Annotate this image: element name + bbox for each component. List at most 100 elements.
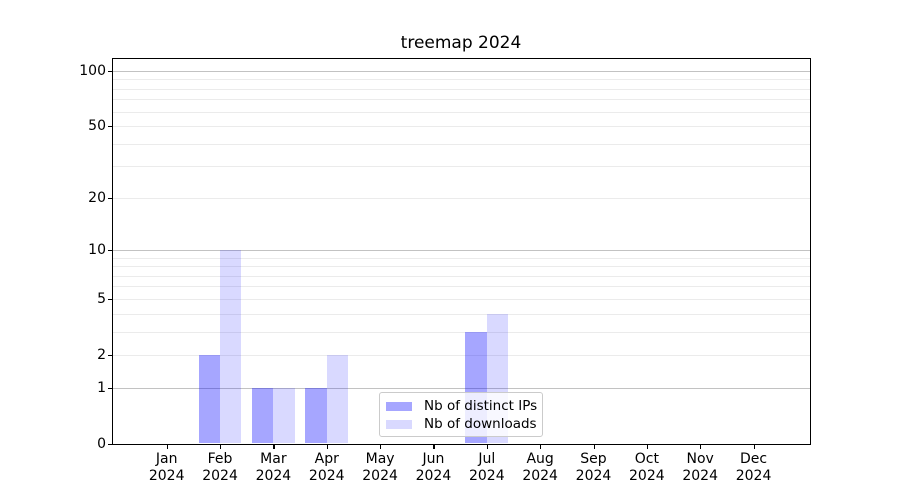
y-gridline-minor bbox=[113, 266, 810, 268]
x-tick-label: Jun 2024 bbox=[393, 451, 473, 485]
x-tick-label: May 2024 bbox=[340, 451, 420, 485]
plot-area bbox=[113, 59, 810, 444]
x-tick-mark bbox=[166, 444, 168, 449]
y-tick-label: 50 bbox=[88, 118, 106, 135]
y-tick-label: 20 bbox=[88, 189, 106, 206]
x-tick-mark bbox=[326, 444, 328, 449]
x-tick-year: 2024 bbox=[148, 468, 185, 484]
x-tick-label: Oct 2024 bbox=[607, 451, 687, 485]
x-tick-month: Dec bbox=[740, 451, 768, 467]
bar-downloads-mar bbox=[273, 387, 295, 444]
y-tick-mark bbox=[108, 126, 113, 128]
x-tick-year: 2024 bbox=[682, 468, 718, 484]
y-tick-mark bbox=[108, 387, 113, 389]
y-gridline-minor bbox=[113, 331, 810, 333]
bar-downloads-apr bbox=[326, 354, 349, 444]
y-gridline-major bbox=[113, 387, 810, 389]
x-tick-label: Dec 2024 bbox=[714, 451, 794, 485]
x-tick-month: May bbox=[365, 451, 395, 467]
bar-distinct-ips-apr bbox=[305, 387, 327, 444]
x-tick-month: Nov bbox=[686, 451, 714, 467]
x-tick-mark bbox=[433, 444, 435, 449]
y-gridline-major bbox=[113, 249, 810, 251]
legend-label-downloads: Nb of downloads bbox=[424, 416, 537, 432]
y-gridline-minor bbox=[113, 197, 810, 199]
y-gridline-minor bbox=[113, 88, 810, 90]
y-gridline-minor bbox=[113, 79, 810, 81]
x-tick-mark bbox=[486, 444, 488, 449]
x-tick-month: Jun bbox=[422, 451, 445, 467]
y-gridline-minor bbox=[113, 143, 810, 145]
chart-title: treemap 2024 bbox=[400, 33, 522, 53]
x-tick-year: 2024 bbox=[735, 468, 772, 484]
x-tick-mark bbox=[753, 444, 755, 449]
x-tick-month: Feb bbox=[207, 451, 233, 467]
y-gridline-minor bbox=[113, 126, 810, 128]
y-gridline-minor bbox=[113, 111, 810, 113]
x-tick-mark bbox=[593, 444, 595, 449]
y-tick-mark bbox=[108, 70, 113, 73]
x-tick-month: Jul bbox=[478, 451, 496, 467]
legend-item-downloads: Nb of downloads bbox=[386, 415, 542, 433]
y-tick-mark bbox=[108, 354, 113, 356]
y-tick-label: 100 bbox=[79, 62, 106, 79]
top-spine bbox=[113, 58, 810, 60]
x-tick-month: Mar bbox=[260, 451, 287, 467]
x-tick-month: Sep bbox=[580, 451, 607, 467]
legend-label-distinct-ips: Nb of distinct IPs bbox=[424, 398, 538, 414]
x-tick-label: Nov 2024 bbox=[660, 451, 740, 485]
x-tick-mark bbox=[646, 444, 649, 449]
x-tick-year: 2024 bbox=[255, 468, 292, 484]
x-tick-year: 2024 bbox=[362, 468, 398, 484]
y-tick-label: 2 bbox=[97, 346, 106, 363]
y-tick-label: 1 bbox=[97, 379, 106, 396]
y-tick-label: 10 bbox=[88, 241, 106, 258]
legend: Nb of distinct IPs Nb of downloads bbox=[379, 392, 543, 437]
legend-swatch-distinct-ips bbox=[386, 401, 412, 411]
y-tick-label: 0 bbox=[97, 435, 106, 452]
bar-downloads-feb bbox=[220, 249, 242, 444]
x-tick-year: 2024 bbox=[468, 468, 505, 484]
x-tick-mark bbox=[380, 444, 382, 449]
y-gridline-minor bbox=[113, 99, 810, 101]
y-gridline-minor bbox=[113, 257, 810, 259]
y-tick-mark bbox=[108, 197, 113, 199]
y-tick-mark bbox=[108, 298, 113, 301]
y-gridline-minor bbox=[113, 298, 810, 300]
bar-distinct-ips-mar bbox=[252, 387, 274, 444]
x-tick-mark bbox=[273, 444, 275, 449]
y-gridline-minor bbox=[113, 313, 810, 315]
legend-item-distinct-ips: Nb of distinct IPs bbox=[386, 397, 542, 415]
x-tick-year: 2024 bbox=[522, 468, 558, 484]
x-tick-label: Apr 2024 bbox=[287, 451, 367, 485]
x-tick-label: Sep 2024 bbox=[554, 451, 634, 485]
y-gridline-minor bbox=[113, 354, 810, 356]
y-gridline-minor bbox=[113, 275, 810, 277]
x-tick-year: 2024 bbox=[575, 468, 612, 484]
x-tick-mark bbox=[540, 444, 542, 449]
x-tick-label: Aug 2024 bbox=[500, 451, 580, 485]
x-tick-year: 2024 bbox=[308, 468, 345, 484]
x-tick-year: 2024 bbox=[415, 468, 452, 484]
y-gridline-minor bbox=[113, 166, 810, 168]
x-tick-year: 2024 bbox=[202, 468, 238, 484]
right-spine bbox=[810, 58, 812, 445]
bottom-spine bbox=[113, 443, 810, 445]
legend-swatch-downloads bbox=[386, 419, 412, 429]
x-tick-label: Jul 2024 bbox=[447, 451, 527, 485]
x-tick-label: Jan 2024 bbox=[127, 451, 207, 485]
left-spine bbox=[112, 58, 114, 445]
x-tick-month: Jan bbox=[155, 451, 178, 467]
y-gridline-minor bbox=[113, 286, 810, 288]
y-gridline-major bbox=[113, 70, 810, 72]
x-tick-label: Mar 2024 bbox=[233, 451, 313, 485]
y-tick-mark bbox=[108, 443, 113, 445]
x-tick-month: Aug bbox=[526, 451, 554, 467]
x-tick-label: Feb 2024 bbox=[180, 451, 260, 485]
x-tick-month: Apr bbox=[314, 451, 339, 467]
bar-distinct-ips-feb bbox=[198, 354, 221, 444]
x-tick-month: Oct bbox=[634, 451, 659, 467]
y-tick-label: 5 bbox=[97, 290, 106, 307]
x-tick-year: 2024 bbox=[629, 468, 665, 484]
